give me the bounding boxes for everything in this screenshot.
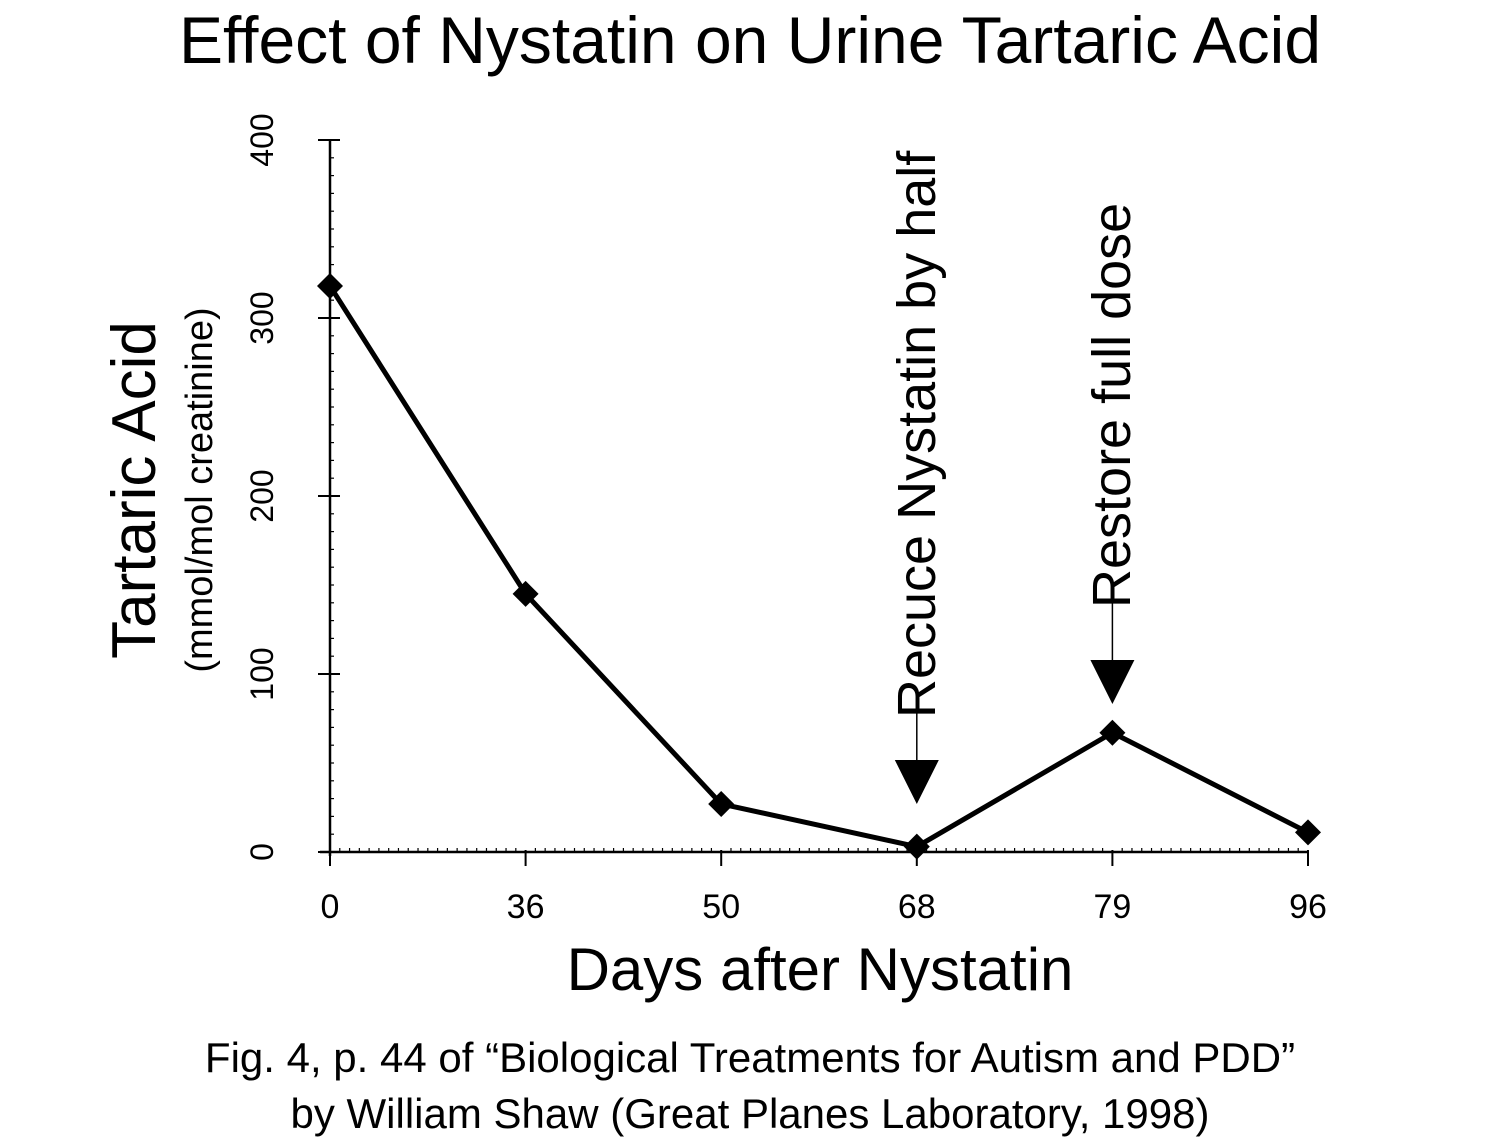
y-axis-unit-label: (mmol/mol creatinine) <box>179 307 221 672</box>
data-point <box>1099 719 1126 746</box>
x-tick-label: 50 <box>702 888 740 926</box>
annotation-arrow <box>894 760 939 804</box>
data-point <box>708 790 735 817</box>
data-point <box>317 272 343 299</box>
y-tick-label: 400 <box>244 113 280 166</box>
y-tick-label: 300 <box>244 291 280 344</box>
annotation-label: Restore full dose <box>1082 203 1142 608</box>
annotation-arrow <box>1090 660 1135 704</box>
series-line <box>327 284 1310 850</box>
data-point <box>1295 819 1321 846</box>
annotations: Recuce Nystatin by half Restore full dose <box>887 150 1142 804</box>
data-point <box>512 580 539 607</box>
annotation-label: Recuce Nystatin by half <box>887 150 947 718</box>
figure-caption-line2: by William Shaw (Great Planes Laboratory… <box>290 1090 1210 1137</box>
y-tick-label: 200 <box>244 469 280 522</box>
chart-title: Effect of Nystatin on Urine Tartaric Aci… <box>178 3 1322 77</box>
x-axis-label: Days after Nystatin <box>567 936 1074 1003</box>
y-axis-label: Tartaric Acid <box>100 321 169 659</box>
x-tick-label: 0 <box>321 888 340 926</box>
y-tick-label: 0 <box>244 843 280 861</box>
data-point <box>903 833 930 860</box>
data-series <box>317 272 1321 860</box>
y-tick-label: 100 <box>244 647 280 700</box>
x-tick-label: 96 <box>1289 888 1327 926</box>
x-tick-label: 68 <box>898 888 936 926</box>
x-tick-label: 36 <box>507 888 545 926</box>
figure-caption-line1: Fig. 4, p. 44 of “Biological Treatments … <box>204 1034 1296 1081</box>
x-tick-label: 79 <box>1093 888 1131 926</box>
axes: 0 100 200 300 400 0 36 50 68 79 96 <box>244 113 1327 926</box>
